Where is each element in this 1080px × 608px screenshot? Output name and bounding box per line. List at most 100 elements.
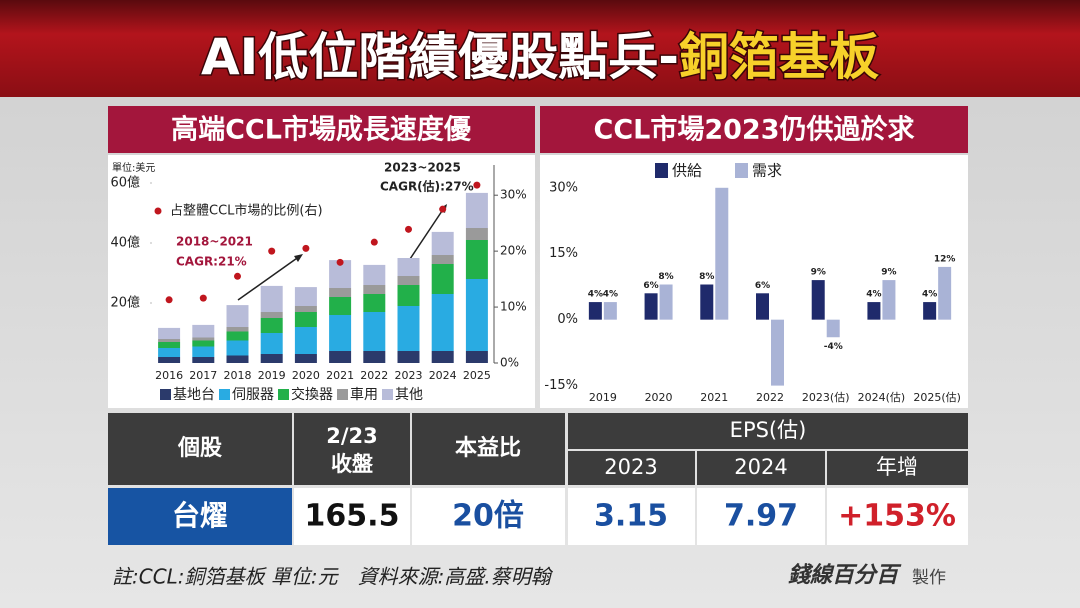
bar-segment <box>397 285 420 306</box>
bar-segment <box>329 260 352 288</box>
chart-title: 高端CCL市場成長速度優 <box>171 114 472 146</box>
legend-label: 車用 <box>350 386 378 403</box>
bar-segment <box>260 285 283 312</box>
bar-segment <box>158 339 181 342</box>
bar-segment <box>431 264 454 294</box>
y2-tick-label: 10% <box>500 300 527 314</box>
legend-swatch <box>337 389 348 400</box>
bar <box>756 293 769 320</box>
close-price: 165.5 <box>305 499 400 534</box>
header-text: 本益比 <box>455 435 521 461</box>
x-tick-label: 2023(估) <box>802 391 850 404</box>
bar-segment <box>397 276 420 285</box>
x-tick-label: 2016 <box>155 369 183 382</box>
legend-label: 交換器 <box>291 386 333 403</box>
y-tick-label: 15% <box>549 246 578 261</box>
legend-swatch <box>655 163 668 178</box>
value-label: 4% <box>588 290 603 300</box>
legend-swatch <box>219 389 230 400</box>
x-tick-label: 2017 <box>189 369 217 382</box>
cell <box>827 488 968 545</box>
chart-panel <box>108 155 535 408</box>
ratio-dot <box>370 238 378 246</box>
bar <box>588 302 602 320</box>
value-label: 9% <box>811 268 826 278</box>
annotation: 2018~2021 <box>176 235 253 249</box>
y2-tick-label: 20% <box>500 244 527 258</box>
header-text: 年增 <box>876 455 918 479</box>
value-label: 6% <box>643 281 658 291</box>
arrow-head <box>294 254 303 262</box>
bar-segment <box>294 306 317 312</box>
header-cell <box>108 413 292 485</box>
value-label: 4% <box>603 290 618 300</box>
axis-label: 單位:美元 <box>112 161 155 174</box>
pe-ratio: 20倍 <box>452 499 524 534</box>
bar <box>867 302 881 320</box>
bar-segment <box>226 305 249 327</box>
legend-label: 基地台 <box>173 386 215 403</box>
bar-segment <box>329 315 352 351</box>
bar-segment <box>158 327 181 339</box>
bar-segment <box>158 342 181 348</box>
panel-title-bg <box>540 106 968 153</box>
x-tick-label: 2020 <box>645 391 673 404</box>
table: 個股 2/23 收盤 本益比 EPS(估) 2023 2024 年增 台燿 16… <box>108 413 968 545</box>
ratio-dot <box>439 205 447 213</box>
ratio-dot <box>268 247 276 255</box>
header-cell <box>827 451 968 485</box>
bar-segment <box>260 354 283 363</box>
ratio-dot <box>234 272 241 280</box>
header-cell <box>697 451 825 485</box>
value-label: 6% <box>755 281 770 291</box>
header-text: 個股 <box>177 436 222 461</box>
bar-segment <box>260 312 283 318</box>
chart-title: CCL市場2023仍供過於求 <box>594 114 915 146</box>
x-tick-label: 2022 <box>756 391 784 404</box>
x-tick-label: 2022 <box>360 369 388 382</box>
value-label: -4% <box>824 342 843 352</box>
ratio-dot <box>199 294 207 302</box>
legend-swatch <box>160 389 171 400</box>
bar <box>826 319 840 338</box>
x-tick-label: 2025(估) <box>913 391 961 404</box>
value-label: 9% <box>881 268 896 278</box>
annotation: CAGR:21% <box>176 255 247 269</box>
ratio-dot <box>336 258 344 266</box>
cell <box>412 488 565 545</box>
bar-segment <box>260 318 283 333</box>
ratio-dot <box>302 244 310 252</box>
bar-segment <box>294 287 317 306</box>
bar-segment <box>397 258 420 276</box>
value-label: 4% <box>922 290 937 300</box>
x-tick-label: 2023 <box>395 369 423 382</box>
bar-segment <box>397 306 420 351</box>
legend-label: 占整體CCL市場的比例(右) <box>170 203 323 219</box>
y-tick-label: -15% <box>544 378 578 393</box>
bar-segment <box>329 351 352 363</box>
ratio-dot <box>405 225 412 233</box>
y-tick-label: 40億 <box>110 235 140 251</box>
legend-dot <box>154 207 162 215</box>
y-tick-label: 60億 <box>110 175 140 191</box>
value-label: 8% <box>699 272 714 282</box>
bar-segment <box>465 279 488 351</box>
bar <box>700 284 714 320</box>
value-label: 12% <box>934 254 956 264</box>
x-tick-label: 2025 <box>463 369 491 382</box>
y2-tick-label: 0% <box>500 356 519 370</box>
bar-segment <box>397 351 420 363</box>
x-tick-label: 2024 <box>429 369 457 382</box>
bar-segment <box>431 294 454 351</box>
header-cell <box>294 413 410 485</box>
trend-arrow <box>237 255 301 301</box>
bar-segment <box>363 312 386 351</box>
bar-segment <box>226 340 249 356</box>
bar-segment <box>431 255 454 264</box>
chart-panel <box>540 155 968 408</box>
x-tick-label: 2018 <box>224 369 252 382</box>
legend-label: 其他 <box>395 387 423 403</box>
bar-segment <box>158 357 181 363</box>
